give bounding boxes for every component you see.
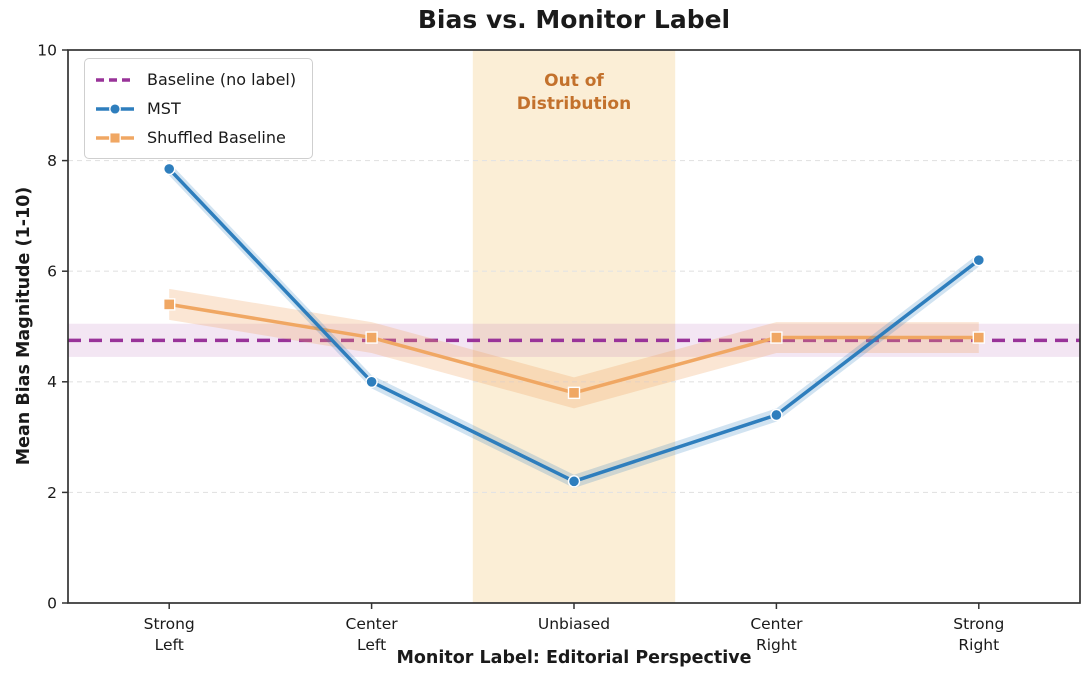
- x-tick-label: Center: [750, 615, 803, 633]
- mst-point: [972, 253, 985, 267]
- shuffled-baseline-point: [162, 298, 176, 311]
- y-axis-label: Mean Bias Magnitude (1-10): [14, 186, 34, 466]
- x-tick-label: Left: [155, 636, 184, 654]
- x-tick-label: Right: [958, 636, 999, 654]
- legend-item-shuffled: Shuffled Baseline: [95, 123, 296, 152]
- legend-label-baseline: Baseline (no label): [147, 70, 297, 89]
- annotation-line-1: Out of: [544, 71, 604, 91]
- x-tick-label: Strong: [144, 615, 195, 633]
- out-of-distribution-annotation: Out of Distribution: [517, 70, 631, 116]
- x-axis-label: Monitor Label: Editorial Perspective: [396, 648, 752, 668]
- y-tick-label: 10: [37, 41, 57, 59]
- mst-point: [567, 475, 581, 488]
- legend: Baseline (no label) MST Shuffled Baselin…: [84, 58, 314, 159]
- y-tick-label: 2: [47, 484, 57, 502]
- out-of-distribution-band: [472, 50, 676, 603]
- x-tick-label: Right: [756, 636, 797, 654]
- annotation-line-2: Distribution: [516, 94, 632, 114]
- legend-label-mst: MST: [147, 99, 181, 118]
- x-tick-label: Center: [346, 615, 399, 633]
- line-square-marker-icon: [96, 131, 134, 144]
- mst-point: [770, 408, 783, 422]
- x-tick-label: Left: [357, 636, 386, 654]
- shuffled-baseline-point: [365, 331, 378, 344]
- shuffled-baseline-confidence-band: [169, 288, 979, 409]
- legend-label-shuffled: Shuffled Baseline: [147, 128, 286, 147]
- x-tick-label: Unbiased: [538, 615, 610, 633]
- y-tick-label: 6: [47, 263, 57, 281]
- shuffled-baseline-point: [567, 386, 581, 400]
- y-tick-label: 8: [47, 152, 57, 170]
- legend-item-mst: MST: [95, 94, 296, 123]
- shuffled-baseline-point: [972, 331, 985, 344]
- x-tick-label: Strong: [953, 615, 1004, 633]
- mst-point: [162, 162, 176, 176]
- dashed-line-icon: [96, 77, 134, 82]
- shuffled-baseline-point: [770, 331, 783, 344]
- y-tick-label: 0: [47, 594, 57, 612]
- chart-title: Bias vs. Monitor Label: [417, 5, 731, 34]
- y-tick-label: 4: [47, 373, 57, 391]
- mst-point: [365, 375, 378, 388]
- legend-item-baseline: Baseline (no label): [95, 65, 296, 94]
- line-circle-marker-icon: [96, 102, 134, 115]
